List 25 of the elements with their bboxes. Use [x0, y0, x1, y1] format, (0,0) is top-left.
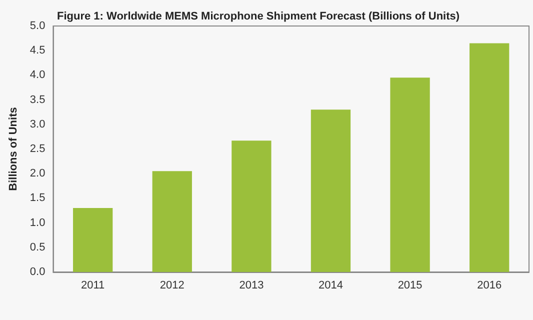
- bar: [152, 171, 192, 272]
- x-tick-label: 2016: [477, 280, 502, 292]
- bar: [232, 140, 272, 272]
- y-tick-label: 3.5: [30, 94, 46, 106]
- y-tick-label: 1.5: [30, 192, 46, 204]
- y-tick-label: 4.0: [30, 69, 46, 82]
- x-tick-label: 2011: [81, 280, 105, 292]
- y-tick-label: 0.5: [30, 241, 46, 254]
- y-tick-label: 5.0: [30, 20, 46, 32]
- bar: [73, 208, 113, 272]
- y-tick-label: 3.0: [30, 118, 46, 130]
- y-tick-label: 2.5: [30, 143, 46, 155]
- bar: [310, 110, 351, 272]
- y-tick-label: 2.0: [30, 168, 46, 180]
- x-tick-label: 2015: [398, 280, 422, 292]
- bar: [390, 78, 430, 272]
- y-tick-label: 0.0: [30, 266, 46, 278]
- x-tick-label: 2012: [160, 280, 184, 292]
- y-tick-label: 4.5: [30, 44, 46, 57]
- bar: [470, 43, 510, 272]
- x-tick-label: 2014: [318, 280, 343, 292]
- y-axis-title: Billions of Units: [8, 107, 20, 191]
- y-tick-label: 1.0: [30, 216, 46, 229]
- chart-title: Figure 1: Worldwide MEMS Microphone Shipment Forecast (Billions of Units): [57, 10, 460, 22]
- x-tick-label: 2013: [239, 280, 264, 292]
